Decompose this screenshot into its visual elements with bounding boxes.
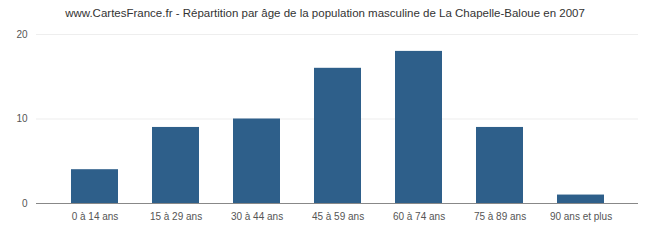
svg-text:20: 20 bbox=[16, 29, 28, 40]
html-text:www.CartesFrance.fr - Répartit: www.CartesFrance.fr - Répartition par âg… bbox=[65, 7, 585, 19]
svg-text:90 ans et plus: 90 ans et plus bbox=[550, 211, 612, 222]
svg-text:30 à 44 ans: 30 à 44 ans bbox=[231, 211, 283, 222]
svg-text:15 à 29 ans: 15 à 29 ans bbox=[150, 211, 202, 222]
svg-text:60 à 74 ans: 60 à 74 ans bbox=[393, 211, 445, 222]
svg-text:45 à 59 ans: 45 à 59 ans bbox=[312, 211, 364, 222]
svg-text:10: 10 bbox=[16, 113, 28, 124]
svg-text:0: 0 bbox=[22, 198, 28, 209]
svg-text:75 à 89 ans: 75 à 89 ans bbox=[474, 211, 526, 222]
svg-text:0 à 14 ans: 0 à 14 ans bbox=[72, 211, 119, 222]
